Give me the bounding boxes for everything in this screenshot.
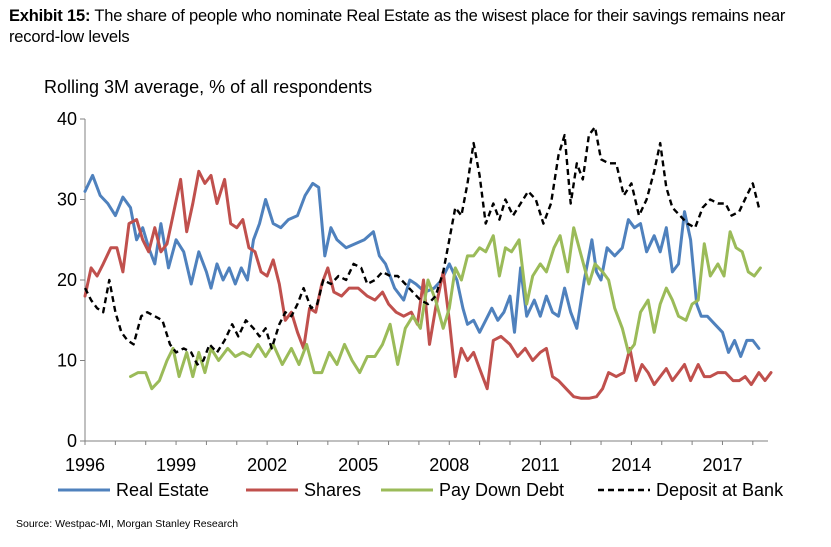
y-tick-label: 20 bbox=[57, 270, 77, 290]
y-tick-label: 40 bbox=[57, 109, 77, 129]
series-line-shares bbox=[83, 169, 773, 400]
x-tick-label: 1999 bbox=[156, 455, 196, 475]
exhibit-text: The share of people who nominate Real Es… bbox=[9, 7, 786, 46]
x-tick-label: 2011 bbox=[521, 455, 560, 475]
legend-label-pay-down-debt: Pay Down Debt bbox=[439, 480, 564, 500]
series-line-real-estate bbox=[83, 173, 761, 358]
chart-series bbox=[83, 125, 773, 400]
source-note: Source: Westpac-MI, Morgan Stanley Resea… bbox=[16, 518, 239, 530]
chart-axes: 0 10 20 30 40 1996 1999 2002 2005 2008 2011 2014 201… bbox=[57, 109, 768, 475]
series-line-deposit-at-bank bbox=[83, 125, 761, 366]
legend-label-shares: Shares bbox=[304, 480, 361, 500]
y-tick-label: 10 bbox=[57, 351, 77, 371]
x-tick-label: 1996 bbox=[65, 455, 105, 475]
exhibit-title: Exhibit 15: The share of people who nomi… bbox=[9, 6, 824, 48]
exhibit-label: Exhibit 15: bbox=[9, 7, 91, 25]
series-line-pay-down-debt bbox=[129, 226, 762, 391]
chart-legend: Real Estate Shares Pay Down Debt Deposit at… bbox=[58, 480, 784, 500]
y-tick-label: 30 bbox=[57, 190, 77, 210]
x-tick-label: 2008 bbox=[429, 455, 469, 475]
legend-label-deposit-at-bank: Deposit at Bank bbox=[656, 480, 784, 500]
x-tick-label: 2017 bbox=[702, 455, 742, 475]
x-tick-label: 2002 bbox=[247, 455, 287, 475]
y-tick-label: 0 bbox=[67, 431, 77, 451]
legend-label-real-estate: Real Estate bbox=[116, 480, 209, 500]
x-tick-label: 2014 bbox=[611, 455, 651, 475]
chart-subtitle: Rolling 3M average, % of all respondents bbox=[44, 77, 373, 97]
x-tick-label: 2005 bbox=[338, 455, 378, 475]
